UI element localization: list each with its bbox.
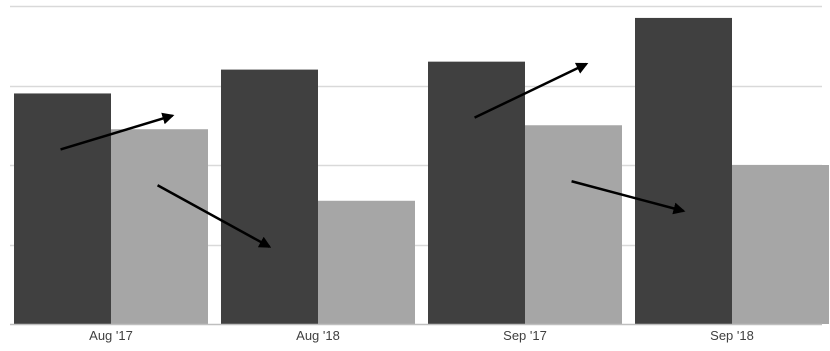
bars <box>14 17 829 325</box>
bar <box>111 129 208 324</box>
trend-arrow <box>60 112 175 151</box>
x-tick-label: Sep '18 <box>710 328 754 343</box>
bar <box>14 93 111 324</box>
x-tick-label: Aug '17 <box>89 328 133 343</box>
trend-arrows <box>60 62 686 248</box>
trend-arrow <box>571 180 686 215</box>
trend-arrow <box>474 62 589 119</box>
x-tick-labels: Aug '17 Aug '18 Sep '17 Sep '18 <box>89 328 754 343</box>
bar <box>221 69 318 324</box>
bar <box>635 17 732 325</box>
bar <box>525 125 622 324</box>
trend-arrow <box>156 184 272 248</box>
bar <box>318 200 415 324</box>
x-tick-label: Aug '18 <box>296 328 340 343</box>
bar <box>732 165 829 324</box>
x-tick-label: Sep '17 <box>503 328 547 343</box>
bar <box>428 61 525 325</box>
